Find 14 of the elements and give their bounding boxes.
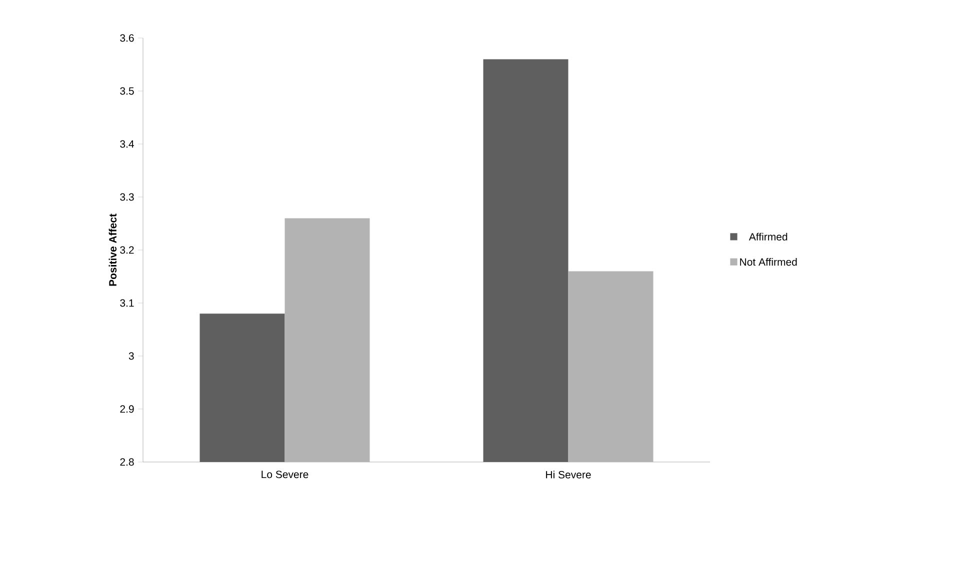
y-tick-label: 3.6 xyxy=(120,34,134,42)
x-tick-label: Lo Severe xyxy=(262,470,308,478)
y-tick-label: 3 xyxy=(128,352,134,360)
legend-label: Affirmed xyxy=(748,232,788,241)
y-tick-label: 3.3 xyxy=(120,193,134,201)
y-tick-label: 2.9 xyxy=(120,405,134,413)
x-tick-label: Hi Severe xyxy=(546,470,591,478)
y-axis-title: Positive Affect xyxy=(108,214,117,286)
legend-label: Not Affirmed xyxy=(740,258,797,266)
y-tick-label: 3.4 xyxy=(120,140,134,148)
y-tick-label: 3.2 xyxy=(120,246,134,254)
y-tick-label: 3.1 xyxy=(120,299,134,307)
y-tick-label: 3.5 xyxy=(120,87,134,95)
y-tick-label: 2.8 xyxy=(120,458,134,466)
